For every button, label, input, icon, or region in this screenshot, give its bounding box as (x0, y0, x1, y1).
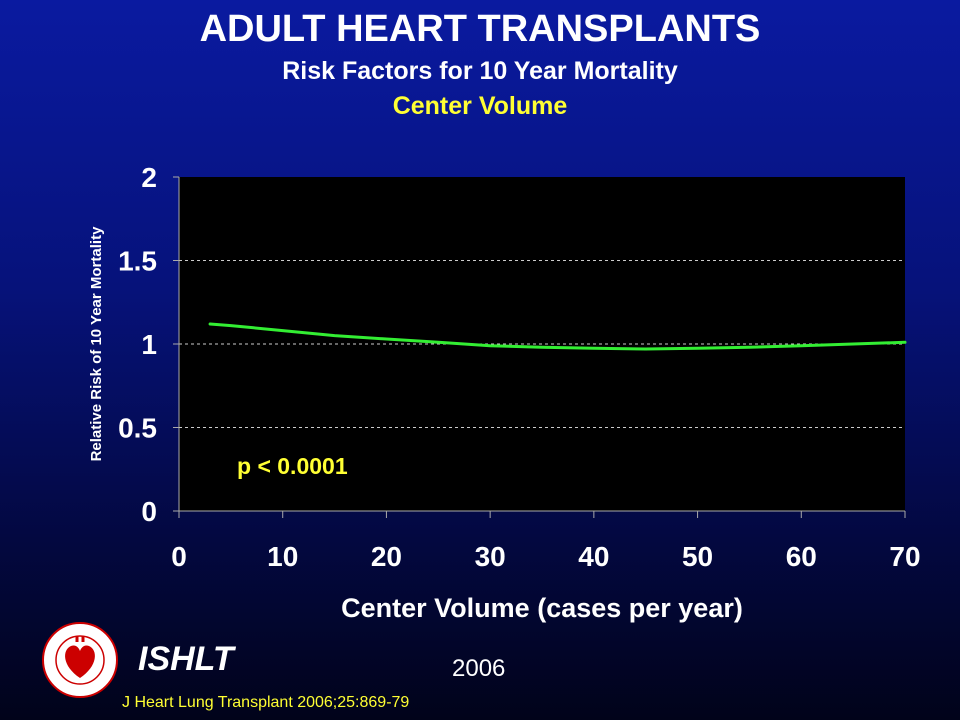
y-tick-label: 0.5 (118, 413, 157, 444)
y-axis-label: Relative Risk of 10 Year Mortality (88, 226, 105, 461)
report-year: 2006 (452, 655, 505, 683)
x-tick-label: 70 (889, 541, 920, 572)
x-tick-label: 60 (786, 541, 817, 572)
y-tick-label: 2 (141, 162, 157, 193)
y-tick-label: 1.5 (118, 246, 157, 277)
x-ticks: 0 10 20 30 40 50 60 70 (171, 511, 920, 572)
x-tick-label: 20 (371, 541, 402, 572)
y-tick-label: 1 (141, 329, 157, 360)
x-tick-label: 0 (171, 541, 187, 572)
org-name: ISHLT (138, 640, 234, 679)
ishlt-logo (40, 620, 120, 700)
x-tick-label: 10 (267, 541, 298, 572)
citation: J Heart Lung Transplant 2006;25:869-79 (122, 694, 409, 712)
y-ticks: 0 0.5 1 1.5 2 (118, 162, 179, 527)
mortality-chart: 0 0.5 1 1.5 2 0 10 20 30 40 50 60 70 p < 0.0001 Cen… (0, 0, 960, 640)
x-axis-label: Center Volume (cases per year) (341, 593, 743, 623)
x-tick-label: 30 (475, 541, 506, 572)
x-tick-label: 40 (578, 541, 609, 572)
p-value-annotation: p < 0.0001 (237, 453, 348, 479)
y-tick-label: 0 (141, 496, 157, 527)
x-tick-label: 50 (682, 541, 713, 572)
